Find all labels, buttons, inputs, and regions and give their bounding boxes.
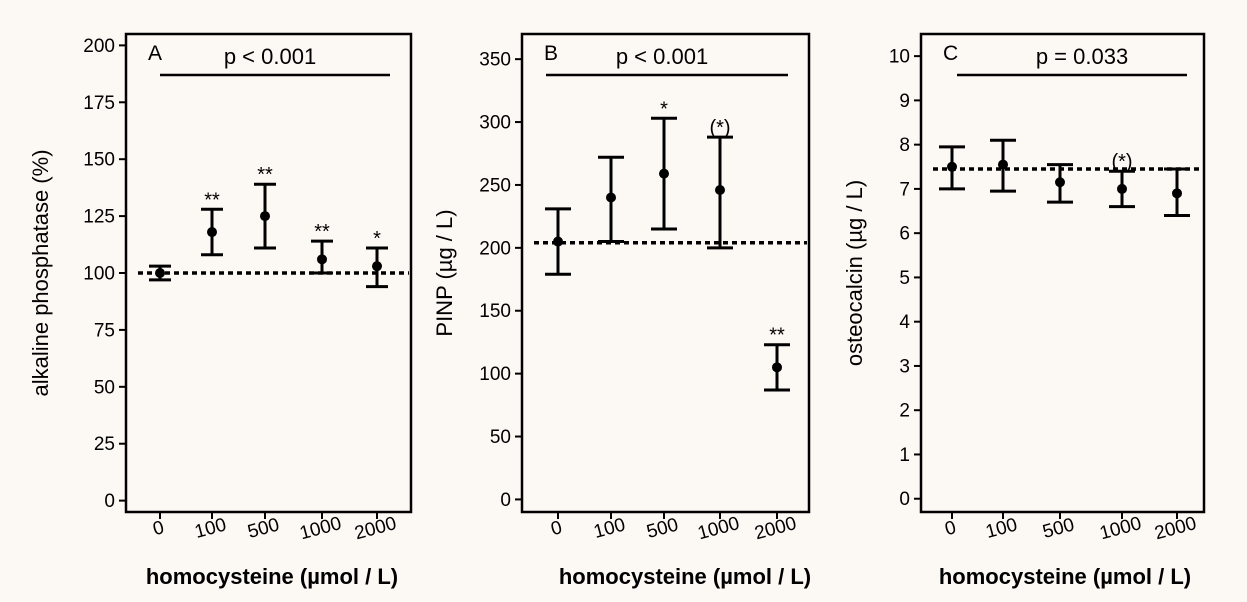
x-tick-label: 0 [151,517,167,540]
significance-mark: ** [204,189,220,211]
x-tick-label: 0 [943,517,959,540]
data-point [772,362,782,373]
y-tick-label: 100 [479,364,511,385]
significance-mark: ** [257,164,273,186]
y-tick-label: 8 [899,135,910,156]
y-tick-label: 9 [899,91,910,112]
p-value-label: p < 0.001 [616,44,708,69]
y-tick-label: 25 [94,434,115,455]
y-tick-label: 200 [479,238,511,259]
panel-label: A [148,42,162,65]
x-tick-label: 100 [592,514,628,542]
x-tick-label: 500 [1041,514,1077,542]
y-tick-label: 150 [83,150,115,171]
x-tick-label: 100 [193,514,229,542]
data-point [553,236,563,247]
plot-frame [520,32,811,514]
x-tick-label: 500 [246,514,282,542]
y-tick-label: 1 [899,445,910,466]
y-tick-label: 350 [479,50,511,71]
x-axis-title: homocysteine (µmol / L) [559,564,811,589]
y-tick-label: 3 [899,356,910,377]
data-point [1172,188,1182,199]
y-tick-label: 200 [83,36,115,57]
y-tick-label: 125 [83,207,115,228]
y-tick-label: 175 [83,93,115,114]
data-point [155,268,165,278]
y-tick-label: 50 [94,377,115,398]
y-tick-label: 0 [104,491,115,512]
x-tick-label: 100 [984,514,1020,542]
data-point [659,168,669,179]
y-tick-label: 150 [479,301,511,322]
y-tick-label: 300 [479,113,511,134]
p-value-label: p = 0.033 [1036,44,1128,69]
y-tick-label: 0 [899,489,910,510]
panel-label: B [544,42,558,65]
significance-mark: (*) [709,117,730,139]
x-tick-label: 2000 [352,513,398,544]
x-axis-title: homocysteine (µmol / L) [939,564,1191,589]
y-tick-label: 0 [500,490,511,511]
y-tick-label: 50 [490,427,511,448]
x-tick-label: 1000 [695,513,741,544]
x-axis-title: homocysteine (µmol / L) [146,564,398,589]
y-tick-label: 250 [479,175,511,196]
x-tick-label: 1000 [297,513,343,544]
y-axis-title: osteocalcin (µg / L) [842,180,867,366]
data-point [606,192,616,203]
x-tick-label: 2000 [1152,513,1198,544]
data-point [1117,183,1127,194]
significance-mark: ** [769,325,785,347]
plot-frame [919,32,1206,514]
y-tick-label: 4 [899,312,910,333]
x-tick-label: 0 [549,517,565,540]
data-point [260,211,270,222]
data-point [317,254,327,265]
y-tick-label: 2 [899,401,910,422]
data-point [372,261,382,272]
y-axis-title: PINP (µg / L) [432,209,457,336]
y-axis-title: alkaline phosphatase (%) [28,149,53,396]
y-tick-label: 100 [83,264,115,285]
panel-label: C [943,42,958,65]
panel-b: 0 50 100 150 200 250 300 350 0 100 500 1000 2000 PINP… [432,32,811,589]
y-tick-label: 75 [94,320,115,341]
data-point [715,184,725,195]
data-point [207,227,217,238]
y-tick-label: 7 [899,179,910,200]
significance-mark: * [660,98,668,120]
data-point [1055,177,1065,188]
x-tick-label: 500 [645,514,681,542]
data-point [998,159,1008,170]
data-point [947,161,957,172]
significance-mark: ** [314,221,330,243]
x-tick-label: 1000 [1097,513,1143,544]
p-value-label: p < 0.001 [224,44,316,69]
y-tick-label: 10 [889,47,910,68]
significance-mark: (*) [1111,151,1132,173]
significance-mark: * [373,228,381,250]
y-tick-label: 5 [899,268,910,289]
x-tick-label: 2000 [752,513,798,544]
y-tick-label: 6 [899,224,910,245]
